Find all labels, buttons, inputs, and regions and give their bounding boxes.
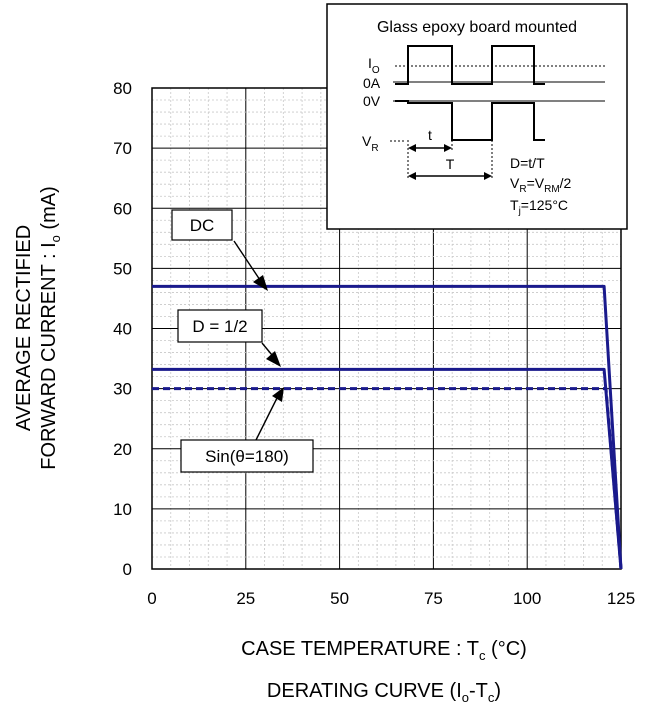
- tj-equation: Tj=125°C: [510, 197, 568, 217]
- y-tick-label: 10: [113, 500, 132, 519]
- x-tick-label: 100: [513, 589, 541, 608]
- zero-v-label: 0V: [363, 93, 381, 109]
- voltage-waveform: [395, 100, 545, 141]
- y-tick-labels: 0 10 20 30 40 50 60 70 80: [113, 79, 132, 579]
- duty-equation: D=t/T: [510, 155, 545, 171]
- y-tick-label: 40: [113, 320, 132, 339]
- dc-callout: DC: [171, 209, 268, 291]
- x-tick-label: 125: [607, 589, 635, 608]
- series-line-3: [152, 387, 623, 570]
- chart-caption: DERATING CURVE (Io-Tc): [267, 680, 501, 705]
- y-tick-label: 30: [113, 380, 132, 399]
- current-waveform: [395, 45, 545, 85]
- y-tick-label: 50: [113, 259, 132, 278]
- vr-equation: VR=VRM/2: [510, 175, 572, 195]
- sine-label: Sin(θ=180): [205, 447, 289, 466]
- x-tick-label: 50: [330, 589, 349, 608]
- x-tick-label: 25: [236, 589, 255, 608]
- y-tick-label: 70: [113, 139, 132, 158]
- y-tick-label: 20: [113, 440, 132, 459]
- io-label: IO: [368, 55, 380, 76]
- y-tick-label: 60: [113, 199, 132, 218]
- inset-title: Glass epoxy board mounted: [377, 19, 577, 36]
- x-tick-label: 0: [147, 589, 156, 608]
- x-axis-title: CASE TEMPERATURE : Tc (°C): [241, 638, 527, 663]
- x-tick-labels: 0 25 50 75 100 125: [147, 589, 635, 608]
- inset-box: Glass epoxy board mounted IO 0A 0V VR t …: [326, 3, 628, 230]
- series-group: [152, 284, 623, 570]
- x-tick-label: 75: [424, 589, 443, 608]
- sine-callout: Sin(θ=180): [180, 387, 314, 473]
- period-label: T: [446, 156, 455, 172]
- series-line-2: [152, 367, 623, 570]
- vr-label: VR: [362, 133, 379, 154]
- t-label: t: [428, 127, 432, 143]
- dc-label: DC: [190, 216, 215, 235]
- y-axis-title: AVERAGE RECTIFIED FORWARD CURRENT : Io (…: [13, 186, 63, 470]
- zero-a-label: 0A: [363, 75, 381, 91]
- y-tick-label: 80: [113, 79, 132, 98]
- y-tick-label: 0: [123, 560, 132, 579]
- y-axis-title-line1: AVERAGE RECTIFIED: [13, 225, 35, 431]
- series-line-1: [152, 284, 623, 570]
- y-axis-title-line2: FORWARD CURRENT : Io (mA): [38, 186, 63, 470]
- half-duty-label: D = 1/2: [192, 317, 247, 336]
- half-duty-callout: D = 1/2: [177, 309, 281, 367]
